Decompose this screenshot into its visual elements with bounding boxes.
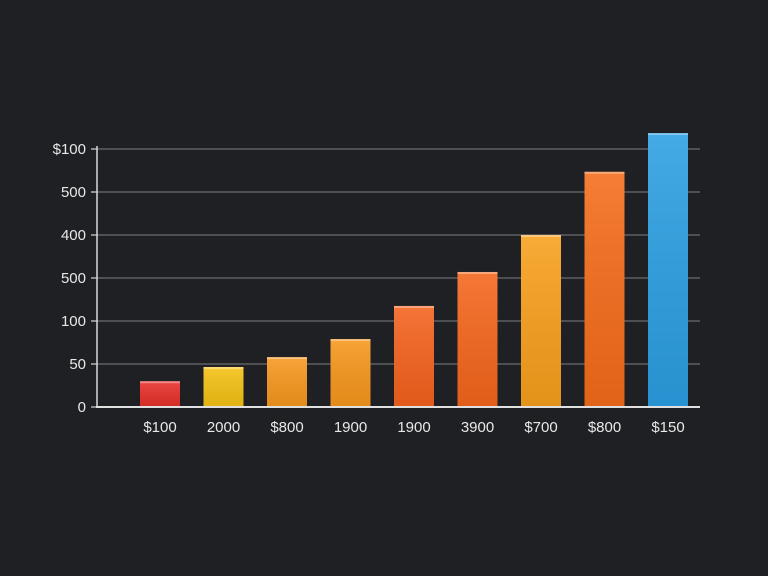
y-tick-label: 500 <box>61 184 86 201</box>
y-tick-label: $100 <box>53 141 86 158</box>
bar-shading <box>267 357 307 407</box>
bar-shading <box>521 235 561 407</box>
bar-highlight <box>648 133 688 136</box>
x-axis-ticks: $100 2000 $800 1900 1900 3900 $700 $800 $150 <box>143 419 684 436</box>
bar-shading <box>203 367 244 407</box>
y-tick-label: 50 <box>69 356 86 373</box>
bar-shading <box>648 133 688 407</box>
bar-highlight <box>457 271 498 274</box>
x-tick-label: $100 <box>143 419 176 436</box>
x-tick-label: $800 <box>270 419 303 436</box>
bar-highlight <box>330 339 371 342</box>
y-tick-label: 500 <box>61 270 86 287</box>
bar-highlight <box>140 381 180 384</box>
y-axis-ticks: 0 50 100 500 400 500 $100 <box>53 141 97 416</box>
bar-highlight <box>203 367 244 370</box>
y-tick-label: 100 <box>61 313 86 330</box>
bar-highlight <box>394 305 434 308</box>
bar-highlight <box>267 357 307 360</box>
bar-shading <box>140 381 180 407</box>
bar-highlight <box>584 171 625 174</box>
bar-shading <box>330 339 371 407</box>
y-tick-label: 400 <box>61 227 86 244</box>
bar-shading <box>394 305 434 407</box>
bar-highlight <box>521 235 561 237</box>
x-tick-label: $700 <box>524 419 557 436</box>
x-tick-label: 2000 <box>207 419 240 436</box>
bar-shading <box>584 171 625 407</box>
x-tick-label: $800 <box>588 419 621 436</box>
y-tick-label: 0 <box>78 399 86 416</box>
bars <box>140 133 688 407</box>
x-tick-label: 3900 <box>461 419 494 436</box>
bar-shading <box>457 271 498 407</box>
x-tick-label: 1900 <box>397 419 430 436</box>
x-tick-label: 1900 <box>334 419 367 436</box>
x-tick-label: $150 <box>651 419 684 436</box>
